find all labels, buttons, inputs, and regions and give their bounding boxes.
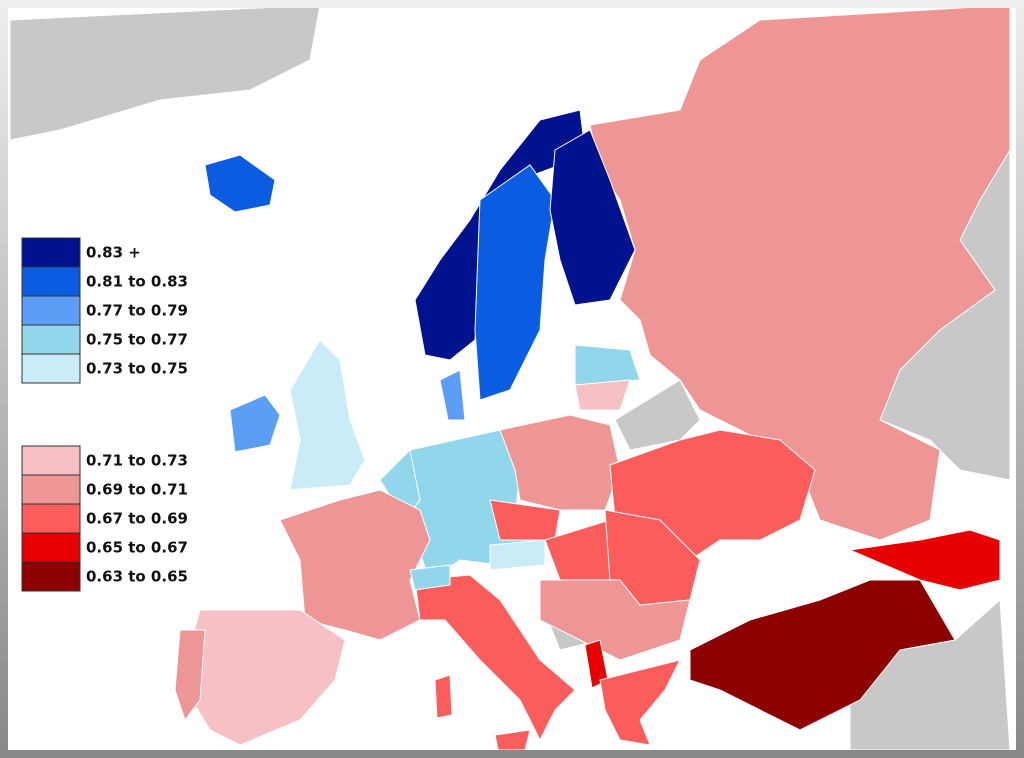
country bbox=[549, 129, 636, 306]
country bbox=[574, 344, 641, 386]
legend-swatch bbox=[21, 503, 81, 534]
legend-label: 0.67 to 0.69 bbox=[86, 510, 188, 528]
country bbox=[434, 674, 453, 719]
country bbox=[489, 539, 546, 571]
country bbox=[589, 4, 1011, 541]
legend-label: 0.75 to 0.77 bbox=[86, 331, 188, 349]
legend-label: 0.65 to 0.67 bbox=[86, 539, 188, 557]
legend-swatch bbox=[21, 295, 81, 326]
country bbox=[204, 154, 276, 213]
legend-label: 0.83 + bbox=[86, 244, 141, 262]
legend-label: 0.77 to 0.79 bbox=[86, 302, 188, 320]
legend-label: 0.63 to 0.65 bbox=[86, 568, 188, 586]
country bbox=[574, 379, 631, 411]
legend-swatch bbox=[21, 532, 81, 563]
country bbox=[289, 339, 366, 491]
country bbox=[174, 629, 206, 722]
country bbox=[409, 564, 451, 591]
legend-swatch bbox=[21, 324, 81, 355]
legend-label: 0.71 to 0.73 bbox=[86, 452, 188, 470]
countries bbox=[174, 4, 1011, 751]
legend-swatch bbox=[21, 474, 81, 505]
legend-label: 0.69 to 0.71 bbox=[86, 481, 188, 499]
country bbox=[414, 574, 576, 742]
legend-swatch bbox=[21, 561, 81, 592]
country bbox=[520, 579, 691, 661]
legend-label: 0.73 to 0.75 bbox=[86, 360, 188, 378]
country bbox=[848, 529, 1001, 591]
country bbox=[689, 579, 956, 731]
country bbox=[439, 369, 466, 421]
legend-label: 0.81 to 0.83 bbox=[86, 273, 188, 291]
legend-swatch bbox=[21, 266, 81, 297]
legend-swatch bbox=[21, 353, 81, 384]
country bbox=[474, 164, 556, 401]
legend-swatch bbox=[21, 237, 81, 268]
country bbox=[279, 489, 431, 641]
legend: 0.83 + 0.81 to 0.83 0.77 to 0.79 0.75 to 0.… bbox=[21, 237, 188, 592]
country bbox=[229, 394, 281, 453]
country bbox=[599, 659, 681, 746]
legend-swatch bbox=[21, 445, 81, 476]
